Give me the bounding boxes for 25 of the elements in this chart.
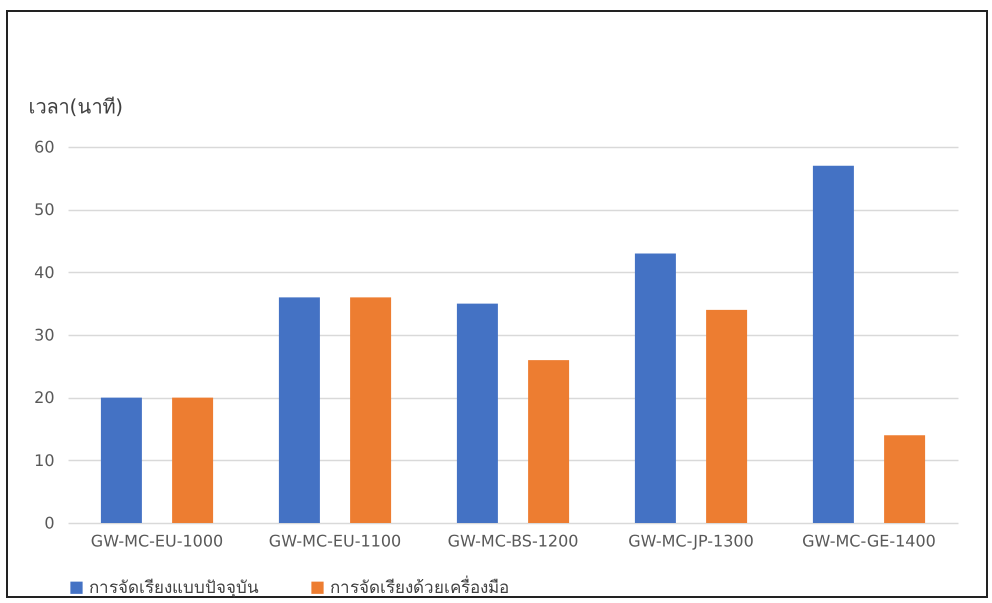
y-axis-title: เวลา(นาที)	[28, 94, 124, 118]
bar	[528, 360, 570, 523]
y-tick-label: 40	[34, 262, 54, 282]
y-tick-label: 30	[34, 326, 54, 344]
legend-label: การจัดเรียงด้วยเครื่องมือ	[330, 574, 509, 598]
y-tick-label: 10	[34, 450, 54, 470]
y-tick-label: 50	[34, 200, 54, 220]
x-tick-label: GW-MC-EU-1100	[268, 532, 402, 550]
bar	[172, 398, 214, 523]
bar	[884, 435, 926, 523]
bar	[456, 304, 498, 523]
bar	[278, 297, 320, 523]
bar	[634, 254, 676, 523]
x-tick-label: GW-MC-JP-1300	[628, 532, 754, 550]
bar	[350, 297, 392, 523]
x-tick-label: GW-MC-GE-1400	[802, 532, 936, 550]
y-tick-label: 0	[44, 514, 54, 532]
y-tick-label: 60	[34, 138, 54, 156]
legend-label: การจัดเรียงแบบปัจจุบัน	[89, 578, 259, 598]
bar	[812, 166, 854, 523]
x-tick-label: GW-MC-EU-1000	[90, 532, 224, 550]
y-tick-label: 20	[34, 388, 54, 408]
bar	[706, 310, 748, 523]
bar	[100, 398, 142, 523]
x-tick-label: GW-MC-BS-1200	[448, 532, 578, 550]
